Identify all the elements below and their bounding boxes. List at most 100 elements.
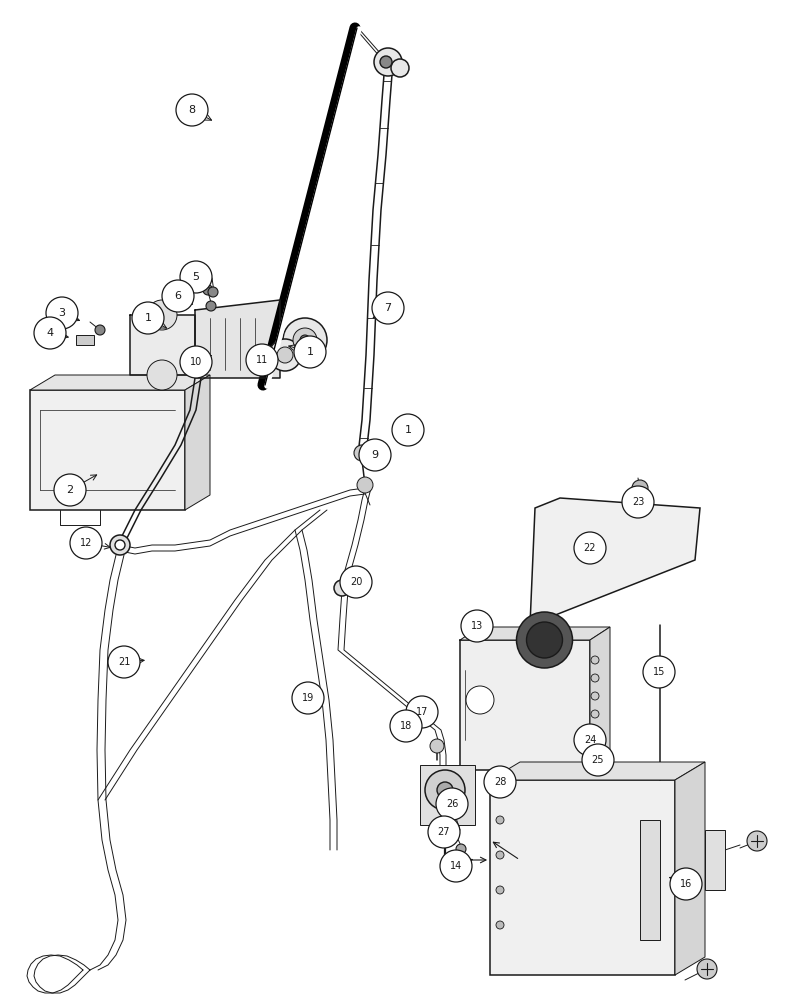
Circle shape [180, 346, 212, 378]
Circle shape [392, 414, 424, 446]
Circle shape [643, 656, 675, 688]
Text: 7: 7 [385, 303, 392, 313]
Circle shape [357, 477, 373, 493]
Circle shape [176, 94, 208, 126]
Circle shape [334, 580, 350, 596]
Text: 16: 16 [680, 879, 692, 889]
Circle shape [582, 744, 614, 776]
Circle shape [374, 48, 402, 76]
Circle shape [456, 844, 466, 854]
Circle shape [292, 682, 324, 714]
Circle shape [269, 339, 301, 371]
Circle shape [300, 335, 310, 345]
Circle shape [496, 886, 504, 894]
Bar [30, 390, 185, 510]
Polygon shape [590, 627, 610, 770]
Circle shape [108, 646, 140, 678]
Text: 1: 1 [144, 313, 151, 323]
Circle shape [450, 805, 460, 815]
Circle shape [670, 868, 702, 900]
Polygon shape [530, 498, 700, 625]
Text: 10: 10 [190, 357, 203, 367]
Circle shape [294, 336, 326, 368]
Circle shape [632, 480, 648, 496]
Circle shape [115, 540, 125, 550]
Text: 8: 8 [188, 105, 195, 115]
Text: 25: 25 [592, 755, 604, 765]
Circle shape [162, 280, 194, 312]
Circle shape [277, 347, 293, 363]
Circle shape [516, 612, 573, 668]
Polygon shape [30, 375, 210, 390]
Text: 5: 5 [192, 272, 199, 282]
Text: 19: 19 [302, 693, 314, 703]
Text: 20: 20 [350, 577, 362, 587]
Circle shape [747, 831, 767, 851]
Circle shape [46, 297, 78, 329]
Polygon shape [675, 762, 705, 975]
Text: 6: 6 [174, 291, 181, 301]
Circle shape [591, 692, 599, 700]
Text: 28: 28 [494, 777, 506, 787]
Text: 12: 12 [80, 538, 92, 548]
Polygon shape [130, 315, 195, 375]
Circle shape [380, 56, 392, 68]
Circle shape [496, 921, 504, 929]
Polygon shape [490, 762, 705, 780]
Circle shape [591, 674, 599, 682]
Circle shape [440, 850, 472, 882]
Polygon shape [490, 780, 675, 975]
Text: 11: 11 [256, 355, 268, 365]
Circle shape [54, 474, 86, 506]
Text: 17: 17 [416, 707, 428, 717]
Circle shape [406, 696, 438, 728]
Circle shape [372, 292, 404, 324]
Text: 1: 1 [307, 347, 314, 357]
Text: 24: 24 [584, 735, 597, 745]
Circle shape [180, 261, 212, 293]
Circle shape [354, 445, 370, 461]
Circle shape [461, 610, 493, 642]
Text: 1: 1 [404, 425, 411, 435]
Circle shape [132, 302, 164, 334]
Text: 13: 13 [471, 621, 483, 631]
Circle shape [484, 766, 516, 798]
Circle shape [466, 686, 494, 714]
Text: 18: 18 [400, 721, 412, 731]
Text: 21: 21 [118, 657, 130, 667]
Circle shape [697, 959, 717, 979]
Circle shape [574, 532, 606, 564]
Circle shape [622, 486, 654, 518]
Circle shape [246, 344, 278, 376]
Text: 2: 2 [66, 485, 73, 495]
Circle shape [425, 770, 465, 810]
Polygon shape [460, 640, 590, 770]
Circle shape [496, 851, 504, 859]
Circle shape [428, 816, 460, 848]
Circle shape [430, 739, 444, 753]
Text: 22: 22 [584, 543, 597, 553]
Text: 9: 9 [371, 450, 378, 460]
Circle shape [147, 300, 177, 330]
Text: 26: 26 [446, 799, 458, 809]
Circle shape [437, 782, 453, 798]
Circle shape [591, 656, 599, 664]
Circle shape [436, 788, 468, 820]
Polygon shape [195, 300, 280, 378]
Circle shape [203, 285, 213, 295]
Polygon shape [185, 375, 210, 510]
Circle shape [591, 728, 599, 736]
Text: 27: 27 [438, 827, 450, 837]
Circle shape [147, 360, 177, 390]
Bar [640, 820, 660, 940]
Polygon shape [420, 765, 475, 825]
Text: 4: 4 [46, 328, 54, 338]
Circle shape [283, 318, 327, 362]
Bar [705, 830, 725, 890]
Text: 23: 23 [632, 497, 644, 507]
Circle shape [208, 287, 218, 297]
Circle shape [34, 317, 66, 349]
Circle shape [293, 328, 317, 352]
Text: 14: 14 [450, 861, 462, 871]
Circle shape [206, 301, 216, 311]
